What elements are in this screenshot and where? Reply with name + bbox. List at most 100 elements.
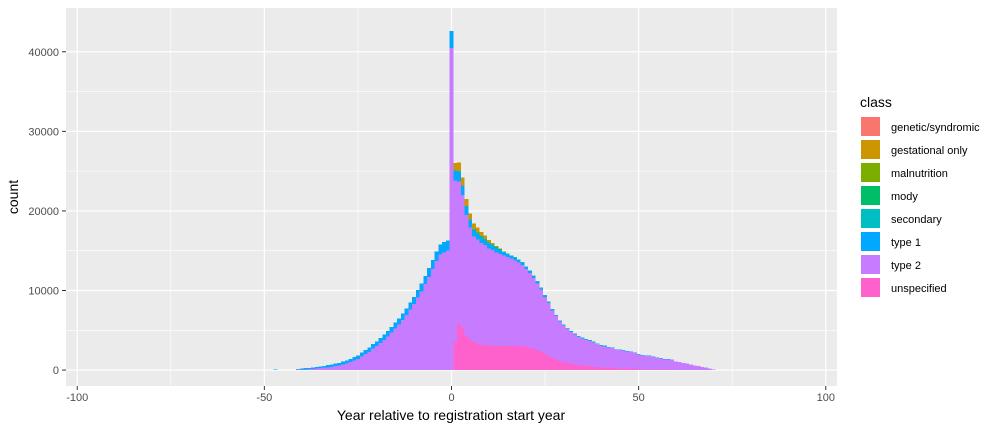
x-tick-label: 0 (448, 392, 454, 404)
histogram-bar (494, 247, 499, 248)
histogram-bar (625, 368, 630, 371)
histogram-bar (659, 358, 663, 370)
histogram-bar (565, 328, 570, 329)
histogram-bar (599, 367, 604, 371)
histogram-bar (344, 360, 349, 364)
histogram-bar (561, 325, 566, 363)
histogram-bar (483, 235, 488, 239)
histogram-bar (576, 336, 581, 337)
histogram-bar (393, 322, 398, 329)
legend-label: genetic/syndromic (891, 122, 980, 134)
histogram-bar (472, 223, 476, 230)
histogram-bar (299, 369, 304, 371)
histogram-bar (707, 368, 712, 371)
histogram-bar (711, 369, 716, 371)
histogram-bar (434, 251, 439, 262)
histogram-bar (554, 359, 559, 371)
histogram-bar (580, 338, 585, 339)
histogram-bar (528, 347, 532, 371)
histogram-bar (449, 31, 454, 48)
histogram-bar (670, 359, 675, 370)
histogram-bar (359, 352, 364, 357)
histogram-bar (644, 369, 648, 371)
histogram-bar (393, 328, 398, 371)
histogram-bar (487, 239, 491, 243)
histogram-bar (472, 342, 476, 371)
histogram-bar (468, 219, 473, 221)
histogram-bar (692, 365, 697, 371)
legend-label: type 2 (891, 260, 921, 272)
histogram-bar (614, 349, 619, 369)
histogram-bar (666, 358, 671, 360)
histogram-bar (378, 337, 383, 344)
histogram-bar (502, 251, 506, 252)
legend-swatch (861, 255, 880, 274)
histogram-bar (341, 361, 345, 365)
histogram-bar (576, 336, 581, 337)
histogram-bar (430, 269, 435, 371)
histogram-bar (528, 271, 532, 273)
histogram-bar (629, 351, 634, 369)
histogram-bar (460, 186, 465, 196)
histogram-bar (554, 314, 559, 316)
histogram-bar (460, 177, 465, 186)
histogram-bar (516, 259, 521, 261)
histogram-bar (595, 366, 600, 371)
legend-swatch (861, 117, 880, 136)
histogram-bar (576, 336, 581, 366)
histogram-bar (633, 352, 637, 369)
histogram-bar (647, 355, 652, 370)
histogram-bar (591, 341, 596, 343)
histogram-bar (565, 328, 570, 363)
histogram-bar (427, 276, 431, 371)
histogram-bar (415, 297, 420, 371)
histogram-bar (464, 214, 469, 336)
histogram-bar (520, 265, 525, 347)
histogram-bar (599, 345, 604, 368)
histogram-bar (614, 368, 619, 371)
histogram-bar (374, 346, 379, 371)
histogram-bar (475, 343, 480, 371)
histogram-bar (494, 247, 499, 249)
histogram-bar (584, 339, 589, 367)
histogram-bar (490, 244, 495, 246)
histogram-bar (573, 333, 577, 335)
histogram-bar (644, 355, 648, 357)
histogram-bar (457, 162, 461, 172)
y-axis: 0 10000 20000 30000 40000 (28, 47, 66, 377)
histogram-bar (494, 245, 499, 248)
legend-label: secondary (891, 214, 942, 226)
histogram-bar (415, 290, 420, 298)
histogram-bar (299, 368, 304, 370)
y-tick-label: 10000 (28, 286, 59, 298)
histogram-bar (487, 243, 491, 244)
histogram-bar (528, 270, 532, 272)
histogram-bar (531, 348, 536, 371)
histogram-bar (479, 237, 484, 243)
histogram-bar (640, 369, 645, 371)
histogram-bar (487, 242, 491, 244)
histogram-bar (400, 313, 405, 320)
histogram-bar (371, 343, 375, 349)
histogram-bar (524, 267, 529, 270)
histogram-bar (516, 260, 521, 263)
histogram-bar (565, 327, 570, 329)
histogram-bar (502, 251, 506, 253)
histogram-bar (629, 368, 634, 371)
histogram-bar (662, 358, 667, 360)
histogram-bar (419, 291, 424, 371)
histogram-bar (666, 358, 671, 370)
histogram-bar (318, 368, 323, 371)
histogram-bar (588, 340, 592, 367)
histogram-bar (468, 227, 473, 340)
histogram-bar (326, 365, 330, 368)
histogram-bar (666, 369, 671, 371)
histogram-bar (494, 346, 499, 371)
histogram-bar (535, 350, 540, 371)
histogram-bar (550, 358, 555, 371)
histogram-bar (584, 366, 589, 371)
histogram-bar (531, 275, 536, 277)
histogram-bar (434, 261, 439, 371)
histogram-bar (397, 324, 401, 371)
histogram-bar (430, 259, 435, 270)
